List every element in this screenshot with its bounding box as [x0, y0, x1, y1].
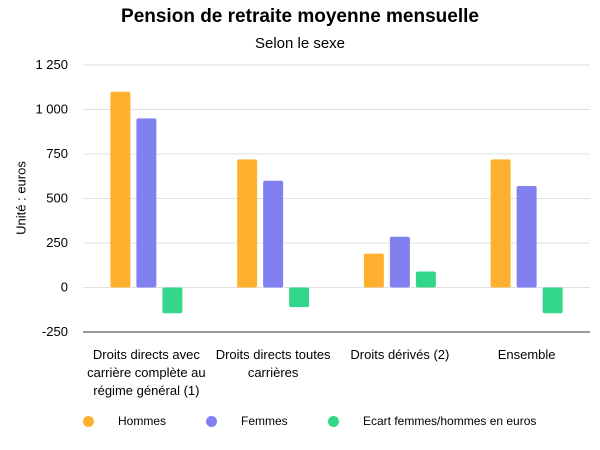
bar-ecart-3 — [542, 287, 563, 314]
y-tick-label: 250 — [46, 235, 68, 250]
y-tick-label: 750 — [46, 146, 68, 161]
bar-femmes-2 — [389, 236, 410, 288]
y-tick-label: 0 — [61, 280, 68, 295]
legend-item: Femmes — [206, 413, 288, 429]
x-category-label: Droits directs avec carrière complète au… — [87, 347, 206, 398]
bar-femmes-1 — [263, 180, 284, 288]
legend-marker-icon — [206, 415, 217, 427]
y-tick-label: 1 000 — [35, 102, 68, 117]
legend-marker-icon — [83, 415, 94, 427]
grid-lines — [83, 64, 590, 333]
bar-ecart-1 — [289, 287, 310, 308]
chart-subtitle: Selon le sexe — [254, 35, 346, 52]
legend-marker-icon — [328, 415, 339, 427]
legend-label: Femmes — [241, 414, 288, 428]
x-category-label: Ensemble — [497, 347, 556, 362]
bar-ecart-0 — [162, 287, 183, 314]
chart-title: Pension de retraite moyenne mensuelle — [121, 6, 479, 27]
y-tick-labels: -250 0 250 500 750 1 000 1 250 — [35, 57, 68, 339]
bar-hommes-3 — [490, 159, 511, 288]
bar-ecart-2 — [415, 271, 436, 288]
y-tick-label: 1 250 — [35, 57, 68, 72]
y-tick-label: -250 — [42, 324, 68, 339]
bar-hommes-1 — [237, 159, 258, 288]
legend-item: Hommes — [83, 413, 166, 429]
y-tick-label: 500 — [46, 191, 68, 206]
bar-hommes-2 — [363, 253, 384, 288]
bars — [110, 91, 563, 314]
legend-item: Ecart femmes/hommes en euros — [328, 413, 536, 429]
bar-hommes-0 — [110, 91, 131, 288]
legend-label: Ecart femmes/hommes en euros — [363, 414, 537, 428]
x-category-label: Droits directs toutes carrières — [215, 347, 331, 380]
legend-label: Hommes — [118, 414, 167, 428]
x-category-label: Droits dérivés (2) — [350, 347, 450, 362]
bar-femmes-3 — [516, 186, 537, 288]
bar-femmes-0 — [136, 118, 157, 288]
